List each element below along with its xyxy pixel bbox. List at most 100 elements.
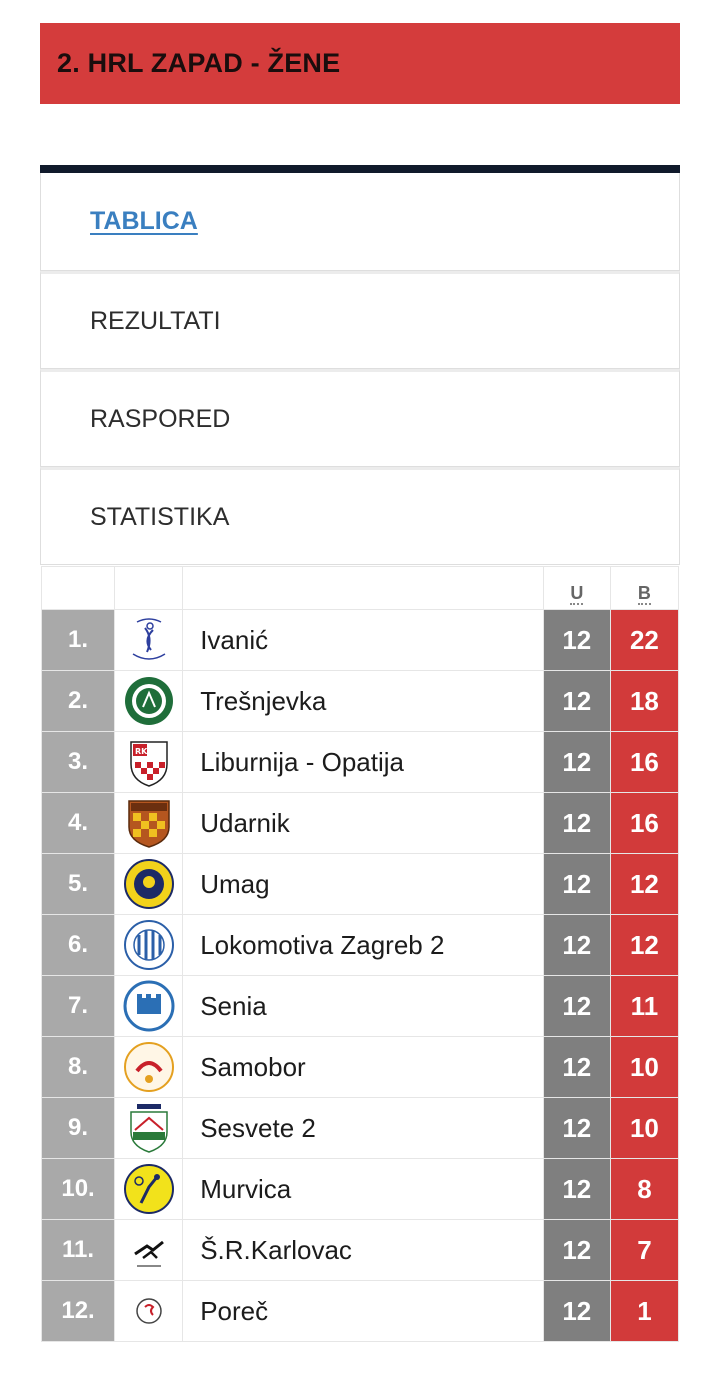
played-cell: 12 bbox=[542, 609, 611, 671]
points-cell: 7 bbox=[609, 1219, 680, 1281]
table-row[interactable]: 5. Umag 12 12 bbox=[40, 853, 680, 915]
rank-cell: 5. bbox=[40, 853, 116, 915]
points-cell: 22 bbox=[609, 609, 680, 671]
points-cell: 8 bbox=[609, 1158, 680, 1220]
tab-statistika-label: STATISTIKA bbox=[90, 502, 230, 531]
rank-cell: 3. bbox=[40, 731, 116, 793]
played-cell: 12 bbox=[542, 670, 611, 732]
murvica-logo bbox=[115, 1163, 182, 1215]
played-cell: 12 bbox=[542, 792, 611, 854]
tab-tablica-label: TABLICA bbox=[90, 207, 198, 235]
table-row[interactable]: 2. Trešnjevka 12 18 bbox=[40, 670, 680, 732]
samobor-logo bbox=[115, 1041, 182, 1093]
points-cell: 11 bbox=[609, 975, 680, 1037]
team-name[interactable]: Ivanić bbox=[182, 609, 544, 671]
table-row[interactable]: 6. Lokomotiva Zagreb 2 12 12 bbox=[40, 914, 680, 976]
rank-cell: 2. bbox=[40, 670, 116, 732]
lokomotiva-logo bbox=[115, 919, 182, 971]
points-cell: 16 bbox=[609, 731, 680, 793]
played-cell: 12 bbox=[542, 1097, 611, 1159]
played-cell: 12 bbox=[542, 914, 611, 976]
league-title: 2. HRL ZAPAD - ŽENE bbox=[57, 48, 341, 78]
tab-raspored-label: RASPORED bbox=[90, 404, 231, 433]
team-name[interactable]: Sesvete 2 bbox=[182, 1097, 544, 1159]
svg-text:RK: RK bbox=[135, 747, 148, 756]
team-logo-cell bbox=[114, 1280, 184, 1342]
table-row[interactable]: 1. Ivanić 12 22 bbox=[40, 609, 680, 671]
team-name[interactable]: Trešnjevka bbox=[182, 670, 544, 732]
header-logo-cell bbox=[114, 566, 184, 610]
team-name[interactable]: Senia bbox=[182, 975, 544, 1037]
team-logo-cell bbox=[114, 1036, 184, 1098]
team-logo-cell bbox=[114, 609, 184, 671]
played-cell: 12 bbox=[542, 1219, 611, 1281]
section-tabs: TABLICA REZULTATI RASPORED STATISTIKA bbox=[40, 173, 680, 565]
played-cell: 12 bbox=[542, 1158, 611, 1220]
team-name[interactable]: Umag bbox=[182, 853, 544, 915]
karlovac-logo bbox=[115, 1224, 182, 1276]
tab-statistika[interactable]: STATISTIKA bbox=[40, 467, 680, 565]
table-row[interactable]: 11. Š.R.Karlovac 12 7 bbox=[40, 1219, 680, 1281]
points-cell: 1 bbox=[609, 1280, 680, 1342]
header-rank-cell bbox=[40, 566, 116, 610]
table-row[interactable]: 7. Senia 12 11 bbox=[40, 975, 680, 1037]
team-logo-cell bbox=[114, 1219, 184, 1281]
rank-cell: 1. bbox=[40, 609, 116, 671]
udarnik-logo bbox=[115, 797, 182, 849]
points-cell: 16 bbox=[609, 792, 680, 854]
team-logo-cell bbox=[114, 670, 184, 732]
header-played-label[interactable]: U bbox=[570, 583, 584, 605]
team-name[interactable]: Poreč bbox=[182, 1280, 544, 1342]
played-cell: 12 bbox=[542, 1036, 611, 1098]
header-played-cell[interactable]: U bbox=[542, 566, 611, 610]
header-team-cell bbox=[182, 566, 544, 610]
tab-tablica[interactable]: TABLICA bbox=[40, 173, 680, 271]
table-row[interactable]: 12. Poreč 12 1 bbox=[40, 1280, 680, 1342]
tab-raspored[interactable]: RASPORED bbox=[40, 369, 680, 467]
sesvete-logo bbox=[115, 1102, 182, 1154]
ivanic-logo bbox=[115, 614, 182, 666]
table-row[interactable]: 4. Udarnik 12 16 bbox=[40, 792, 680, 854]
points-cell: 12 bbox=[609, 853, 680, 915]
team-logo-cell bbox=[114, 792, 184, 854]
team-name[interactable]: Udarnik bbox=[182, 792, 544, 854]
team-name[interactable]: Samobor bbox=[182, 1036, 544, 1098]
rank-cell: 9. bbox=[40, 1097, 116, 1159]
team-name[interactable]: Š.R.Karlovac bbox=[182, 1219, 544, 1281]
team-name[interactable]: Lokomotiva Zagreb 2 bbox=[182, 914, 544, 976]
liburnija-logo: RK bbox=[115, 736, 182, 788]
header-points-label[interactable]: B bbox=[637, 583, 651, 605]
team-logo-cell bbox=[114, 1097, 184, 1159]
team-logo-cell bbox=[114, 1158, 184, 1220]
team-logo-cell: RK bbox=[114, 731, 184, 793]
table-row[interactable]: 10. Murvica 12 8 bbox=[40, 1158, 680, 1220]
points-cell: 12 bbox=[609, 914, 680, 976]
tresnjevka-logo bbox=[115, 675, 182, 727]
team-logo-cell bbox=[114, 914, 184, 976]
rank-cell: 4. bbox=[40, 792, 116, 854]
tabs-top-bar bbox=[40, 165, 680, 173]
rank-cell: 10. bbox=[40, 1158, 116, 1220]
standings-table: U B 1. Ivanić 12 22 2. Trešnjevka 12 18 3. RK Libu… bbox=[40, 566, 680, 1342]
umag-logo bbox=[115, 858, 182, 910]
table-row[interactable]: 3. RK Liburnija - Opatija 12 16 bbox=[40, 731, 680, 793]
rank-cell: 11. bbox=[40, 1219, 116, 1281]
league-title-banner: 2. HRL ZAPAD - ŽENE bbox=[40, 23, 680, 104]
points-cell: 10 bbox=[609, 1097, 680, 1159]
points-cell: 10 bbox=[609, 1036, 680, 1098]
team-logo-cell bbox=[114, 853, 184, 915]
rank-cell: 6. bbox=[40, 914, 116, 976]
standings-header-row: U B bbox=[40, 566, 680, 610]
header-points-cell[interactable]: B bbox=[609, 566, 680, 610]
table-row[interactable]: 9. Sesvete 2 12 10 bbox=[40, 1097, 680, 1159]
tab-rezultati[interactable]: REZULTATI bbox=[40, 271, 680, 369]
porec-logo bbox=[115, 1285, 182, 1337]
played-cell: 12 bbox=[542, 1280, 611, 1342]
team-name[interactable]: Murvica bbox=[182, 1158, 544, 1220]
team-logo-cell bbox=[114, 975, 184, 1037]
rank-cell: 8. bbox=[40, 1036, 116, 1098]
played-cell: 12 bbox=[542, 731, 611, 793]
rank-cell: 7. bbox=[40, 975, 116, 1037]
table-row[interactable]: 8. Samobor 12 10 bbox=[40, 1036, 680, 1098]
team-name[interactable]: Liburnija - Opatija bbox=[182, 731, 544, 793]
